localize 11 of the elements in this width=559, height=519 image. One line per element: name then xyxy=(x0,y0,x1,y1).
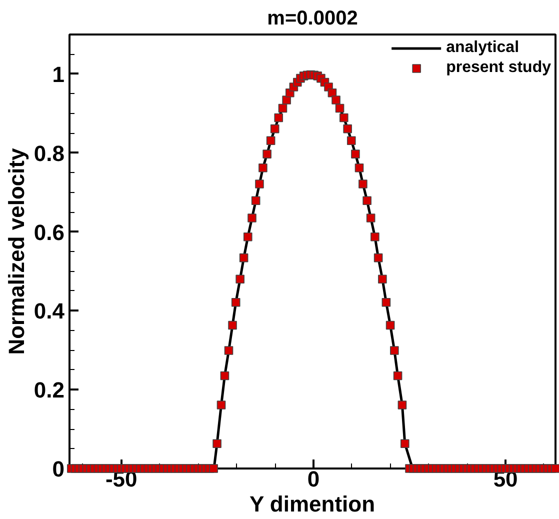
y-tick-label: 1 xyxy=(52,62,65,87)
x-tick-label: 0 xyxy=(307,466,320,492)
legend-label: present study xyxy=(446,59,551,77)
y-tick-label: 0.4 xyxy=(34,298,66,324)
x-axis-title: Y dimention xyxy=(250,492,376,516)
y-axis-title: Normalized velocity xyxy=(4,147,29,355)
y-tick-label: 0.6 xyxy=(34,220,65,245)
legend-label: analytical xyxy=(446,39,520,57)
y-tick-label: 0.2 xyxy=(34,378,65,403)
y-tick-label: 0.8 xyxy=(34,140,65,166)
chart-title: m=0.0002 xyxy=(267,8,358,30)
